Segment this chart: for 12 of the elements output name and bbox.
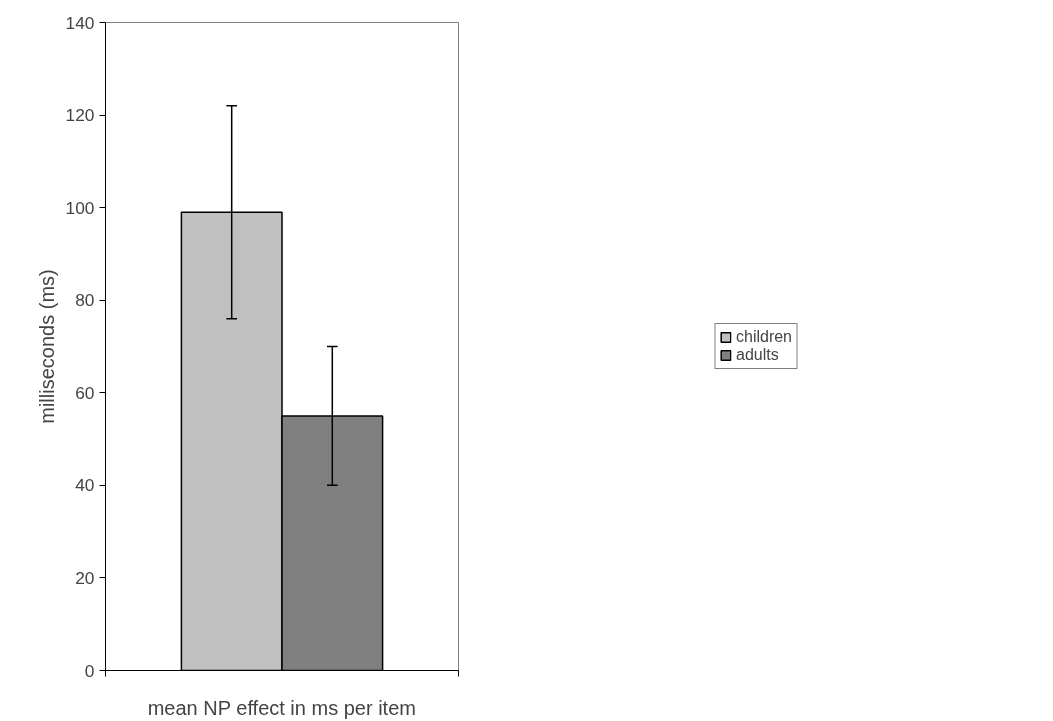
y-tick-label: 80 (75, 290, 95, 311)
y-tick-label: 20 (75, 567, 95, 588)
y-tick-label: 120 (65, 105, 95, 126)
y-tick-label: 60 (75, 382, 95, 403)
legend-label: adults (735, 346, 779, 364)
y-axis-title: milliseconds (ms) (35, 269, 58, 424)
y-tick-label: 140 (65, 12, 95, 33)
y-tick-label: 40 (75, 475, 95, 496)
x-axis-title: mean NP effect in ms per item (147, 696, 416, 719)
legend-label: children (735, 328, 793, 346)
y-tick-label: 0 (84, 660, 95, 681)
y-tick-label: 100 (65, 197, 95, 218)
